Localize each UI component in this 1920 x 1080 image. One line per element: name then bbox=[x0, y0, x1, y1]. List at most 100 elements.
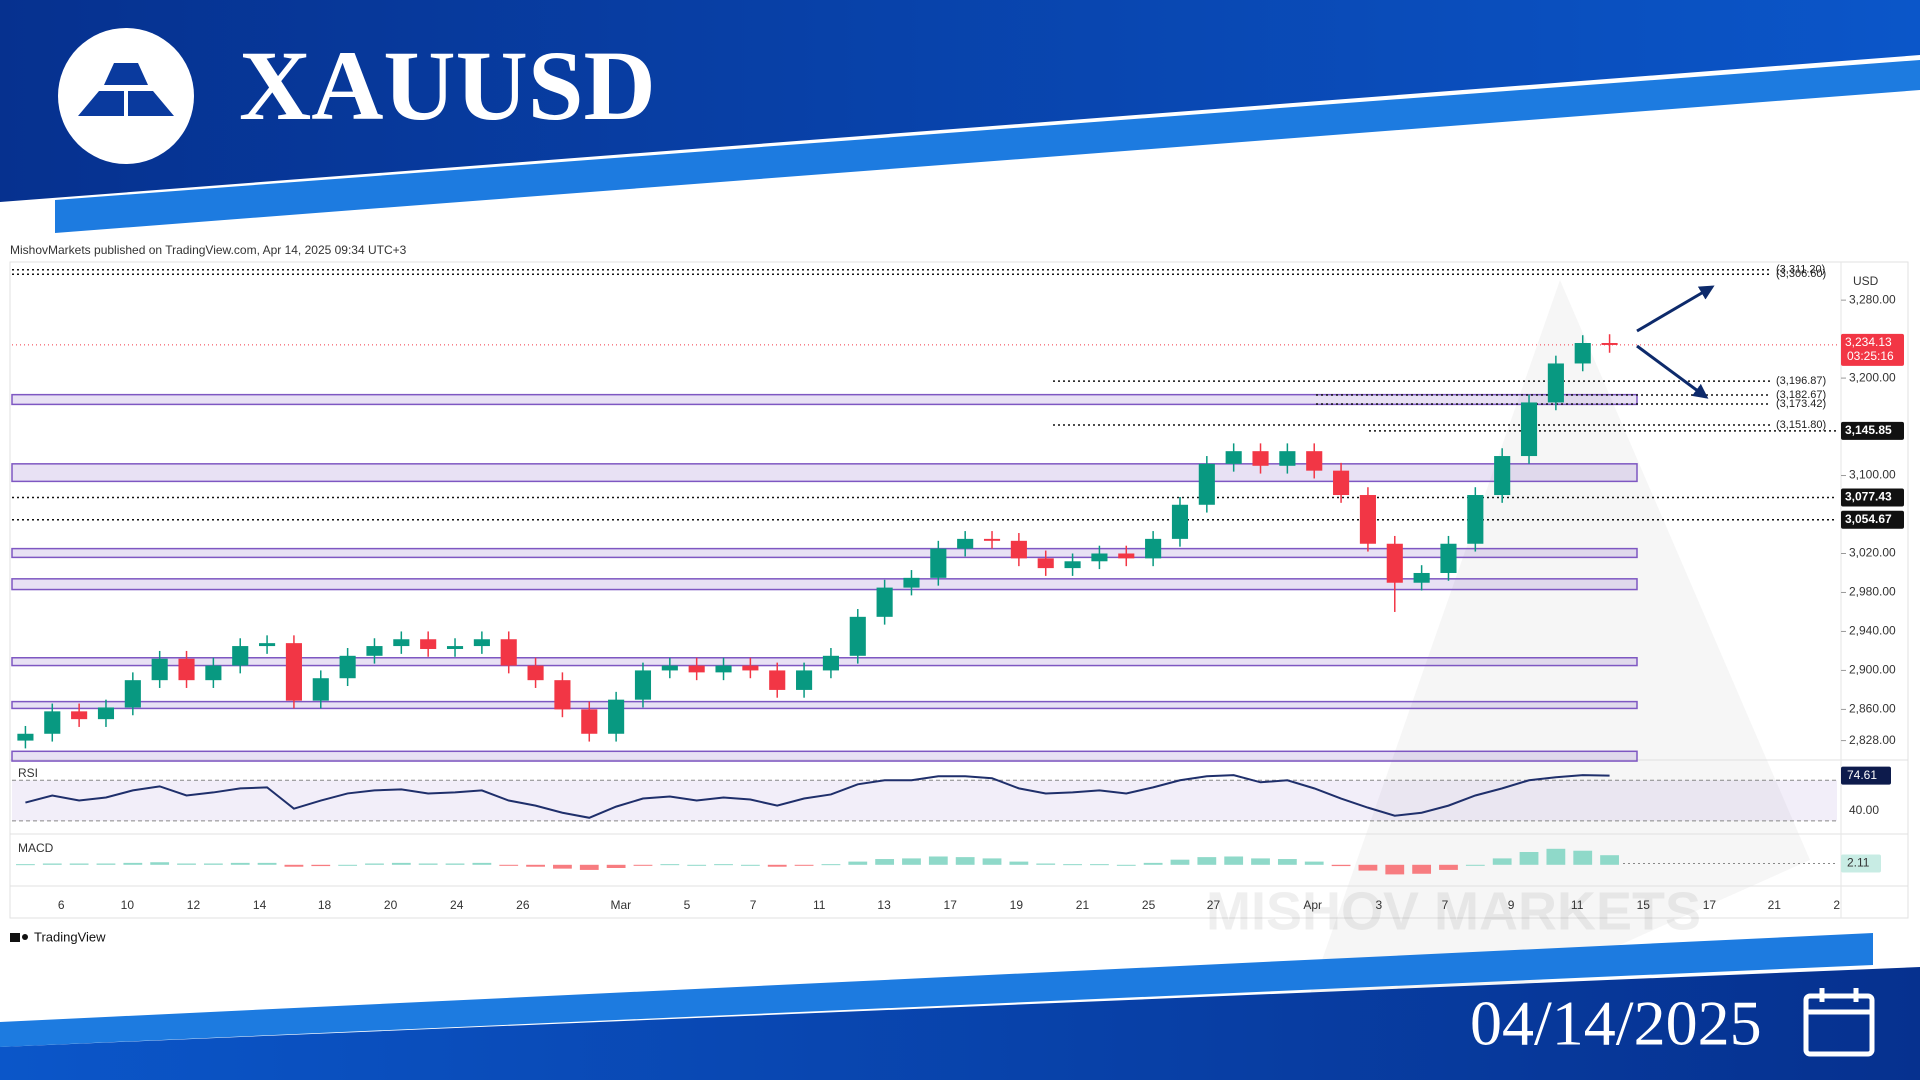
macd-bar bbox=[1090, 864, 1109, 866]
macd-bar bbox=[1412, 864, 1432, 874]
candle-body bbox=[742, 665, 759, 671]
macd-bar bbox=[687, 864, 707, 866]
candle-body bbox=[151, 658, 168, 681]
candle-body bbox=[1064, 561, 1081, 569]
current-price-label: 3,234.13 bbox=[1845, 335, 1892, 349]
candle-body bbox=[957, 538, 974, 549]
macd-bar bbox=[391, 862, 411, 865]
candle-body bbox=[1333, 470, 1350, 496]
macd-bar bbox=[150, 862, 170, 865]
macd-bar bbox=[1251, 858, 1270, 865]
macd-tag bbox=[1841, 854, 1881, 873]
x-tick-label: 6 bbox=[58, 898, 65, 912]
macd-bar bbox=[955, 857, 975, 865]
macd-tag-label: 2.11 bbox=[1847, 856, 1870, 870]
price-tag-label: 3,145.85 bbox=[1845, 423, 1892, 437]
level-label: (3,173.42) bbox=[1776, 398, 1826, 410]
candle-body bbox=[17, 733, 34, 741]
macd-bar bbox=[848, 861, 868, 865]
macd-bar bbox=[1116, 864, 1136, 866]
macd-bar bbox=[96, 863, 116, 865]
y-tick-label: 2,940.00 bbox=[1849, 624, 1896, 638]
candle-body bbox=[1225, 451, 1242, 464]
x-tick-label: 11 bbox=[813, 898, 826, 912]
macd-bar bbox=[1465, 864, 1485, 866]
y-tick-label: 2,900.00 bbox=[1849, 663, 1896, 677]
candle-body bbox=[1413, 572, 1430, 583]
candle-body bbox=[581, 709, 598, 734]
candle-body bbox=[930, 548, 947, 578]
candle-body bbox=[983, 538, 1001, 541]
price-tag-label: 3,054.67 bbox=[1845, 512, 1892, 526]
candle-body bbox=[232, 646, 249, 666]
candle-body bbox=[393, 639, 410, 647]
macd-bar bbox=[1304, 861, 1324, 865]
x-tick-label: 3 bbox=[1375, 898, 1382, 912]
macd-bar bbox=[42, 863, 62, 865]
macd-bar bbox=[1492, 858, 1512, 865]
macd-bar bbox=[875, 859, 895, 865]
zone bbox=[11, 700, 1638, 710]
x-tick-label: 5 bbox=[684, 898, 691, 912]
zone bbox=[11, 750, 1638, 762]
candle-body bbox=[608, 699, 625, 734]
macd-label: MACD bbox=[18, 841, 54, 855]
candle-body bbox=[1198, 463, 1215, 505]
x-tick-label: 21 bbox=[1076, 898, 1090, 912]
banner bbox=[0, 0, 1920, 202]
macd-bar bbox=[1063, 864, 1082, 866]
macd-bar bbox=[553, 864, 572, 869]
logo-mark bbox=[78, 63, 174, 116]
calendar-icon bbox=[1803, 988, 1875, 1057]
macd-bar bbox=[1600, 855, 1619, 865]
candle-body bbox=[1601, 343, 1618, 345]
macd-bar bbox=[177, 863, 196, 865]
candle-body bbox=[366, 646, 383, 656]
macd-bar bbox=[660, 864, 680, 866]
rsi-tag bbox=[1841, 766, 1891, 785]
candle-body bbox=[1494, 456, 1511, 496]
level-label: (3,182.67) bbox=[1776, 389, 1826, 401]
x-tick-label: 10 bbox=[121, 898, 135, 912]
macd-bar bbox=[1573, 850, 1593, 865]
candle-body bbox=[849, 616, 866, 656]
candle-body bbox=[312, 678, 329, 701]
price-tag bbox=[1841, 510, 1904, 529]
macd-bar bbox=[714, 864, 733, 866]
x-tick-label: 19 bbox=[1010, 898, 1024, 912]
x-tick-label: 7 bbox=[750, 898, 757, 912]
candle-body bbox=[796, 670, 813, 690]
candle-body bbox=[1574, 343, 1591, 364]
x-tick-label: 21 bbox=[1768, 898, 1782, 912]
y-tick-label: 2,860.00 bbox=[1849, 702, 1896, 716]
candle-body bbox=[205, 665, 222, 681]
macd-bar bbox=[1358, 864, 1378, 871]
candle-body bbox=[1279, 451, 1296, 466]
macd-bar bbox=[311, 864, 331, 867]
x-tick-label: 18 bbox=[318, 898, 332, 912]
candle-body bbox=[71, 711, 88, 720]
arrow-up bbox=[1636, 285, 1715, 333]
candle-body bbox=[688, 665, 705, 673]
candle-body bbox=[1091, 553, 1108, 562]
candle-body bbox=[285, 643, 302, 701]
macd-bar bbox=[928, 856, 948, 865]
macd-bar bbox=[1224, 856, 1244, 865]
candle-body bbox=[178, 658, 195, 681]
x-tick-label: Mar bbox=[610, 898, 631, 912]
macd-bar bbox=[606, 864, 626, 868]
x-tick-label: Apr bbox=[1303, 898, 1322, 912]
macd-bar bbox=[472, 862, 492, 865]
x-tick-label: 11 bbox=[1571, 898, 1584, 912]
x-tick-label: 2 bbox=[1833, 898, 1840, 912]
y-tick-label: 3,200.00 bbox=[1849, 370, 1896, 384]
title: XAUUSD bbox=[239, 30, 656, 141]
candle-body bbox=[554, 680, 571, 710]
macd-bar bbox=[69, 863, 89, 865]
candle-body bbox=[1520, 402, 1538, 457]
macd-bar bbox=[203, 863, 223, 865]
candle-body bbox=[822, 655, 839, 671]
candle-body bbox=[1547, 363, 1564, 403]
